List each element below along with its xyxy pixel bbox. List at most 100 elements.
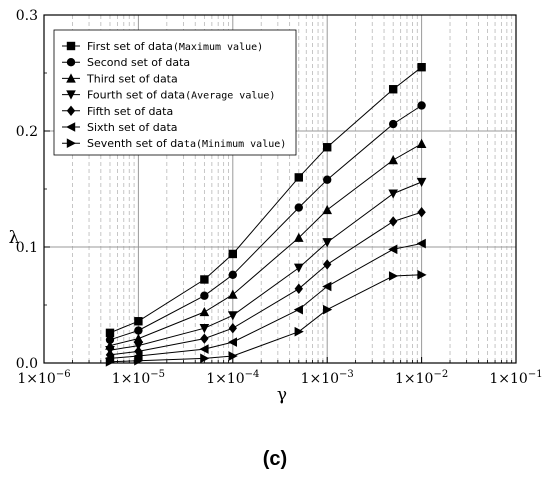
x-axis-title: γ [277, 385, 287, 405]
data-point [199, 306, 210, 317]
y-tick-label: 0.0 [16, 356, 38, 372]
data-point [294, 203, 303, 212]
data-point [417, 63, 426, 72]
series-3 [105, 138, 427, 350]
data-point [133, 351, 143, 361]
data-point [294, 326, 304, 337]
x-tick-label: 1×10−2 [395, 369, 448, 387]
legend-item: Sixth set of data [62, 121, 178, 134]
data-point [228, 289, 238, 299]
data-point [134, 317, 143, 326]
x-tick-label: 1×10−6 [17, 369, 70, 387]
series-line [109, 66, 422, 334]
legend-item: Fourth set of data(Average value) [62, 89, 275, 102]
y-tick-label: 0.3 [16, 8, 38, 24]
series-line [109, 105, 422, 341]
data-point [388, 271, 399, 281]
data-point [105, 335, 115, 344]
legend-item: First set of data(Maximum value) [62, 40, 263, 53]
legend-marker [66, 41, 76, 51]
data-point [200, 333, 209, 344]
data-point [322, 204, 332, 215]
data-point [417, 270, 427, 280]
data-point [105, 328, 115, 338]
data-point [105, 357, 115, 367]
series-line [109, 243, 422, 359]
legend-label: Sixth set of data [87, 121, 178, 134]
legend-item: Second set of data [62, 56, 190, 69]
legend-marker [66, 122, 76, 132]
x-tick-label: 1×10−4 [206, 369, 259, 387]
series-line [109, 181, 422, 351]
y-axis-title: λ [9, 228, 20, 248]
series-2 [105, 101, 426, 344]
legend-marker [66, 105, 76, 116]
legend-item: Third set of data [62, 72, 178, 85]
series-layer [104, 63, 427, 367]
data-point [416, 177, 427, 188]
data-point [228, 270, 237, 280]
legend-label: Fifth set of data [87, 105, 173, 118]
data-point [228, 351, 238, 361]
legend-label: Seventh set of data(Minimum value) [87, 137, 286, 150]
data-point [323, 175, 332, 184]
legend-item: Seventh set of data(Minimum value) [62, 137, 286, 150]
ticks-layer: 1×10−6 1×10−5 1×10−4 1×10−3 1×10−2 1×10−1 0.0 0… [16, 8, 543, 387]
data-point [200, 291, 209, 300]
figure-caption: (c) [262, 448, 288, 470]
x-tick-label: 1×10−3 [301, 369, 354, 387]
series-7 [105, 270, 427, 367]
data-point [228, 249, 237, 259]
data-point [294, 173, 303, 182]
data-point [388, 189, 398, 199]
data-point [323, 259, 332, 270]
data-point [388, 119, 398, 129]
data-point [200, 275, 209, 284]
data-point [199, 324, 210, 334]
series-line [109, 211, 422, 356]
data-point [228, 311, 238, 321]
x-tick-label: 1×10−5 [112, 369, 165, 387]
legend-label: Third set of data [86, 72, 178, 85]
legend-item: Fifth set of data [62, 105, 173, 118]
data-point [133, 341, 144, 351]
data-point [133, 333, 144, 343]
data-point [417, 207, 426, 218]
series-1 [105, 63, 426, 338]
legend: First set of data(Maximum value) Second s… [53, 29, 297, 156]
y-tick-label: 0.2 [16, 124, 38, 140]
series-line [109, 274, 422, 363]
data-point [416, 238, 426, 249]
legend-label: Fourth set of data(Average value) [87, 89, 275, 102]
data-point [227, 337, 237, 347]
series-line [109, 143, 422, 347]
legend-marker [66, 58, 76, 67]
legend-box [53, 29, 297, 156]
data-point [322, 281, 332, 292]
data-point [293, 263, 304, 273]
data-point [200, 353, 210, 364]
x-tick-label: 1×10−1 [489, 369, 542, 387]
data-point [228, 323, 237, 334]
legend-marker [66, 138, 76, 148]
data-point [134, 355, 144, 366]
legend-marker [66, 90, 76, 100]
data-point [134, 326, 143, 335]
data-point [323, 143, 332, 152]
grid-layer [44, 15, 516, 363]
data-point [388, 155, 398, 165]
legend-marker [66, 73, 76, 83]
data-point [294, 283, 303, 294]
data-point [199, 344, 209, 354]
legend-label: First set of data(Maximum value) [87, 40, 263, 53]
series-6 [104, 238, 426, 364]
y-tick-label: 0.1 [16, 240, 38, 256]
data-point [416, 138, 427, 148]
data-point [322, 238, 332, 248]
data-point [388, 85, 398, 94]
data-point [293, 304, 303, 315]
legend-label: Second set of data [87, 56, 190, 69]
data-point [417, 101, 426, 110]
data-point [388, 216, 398, 227]
